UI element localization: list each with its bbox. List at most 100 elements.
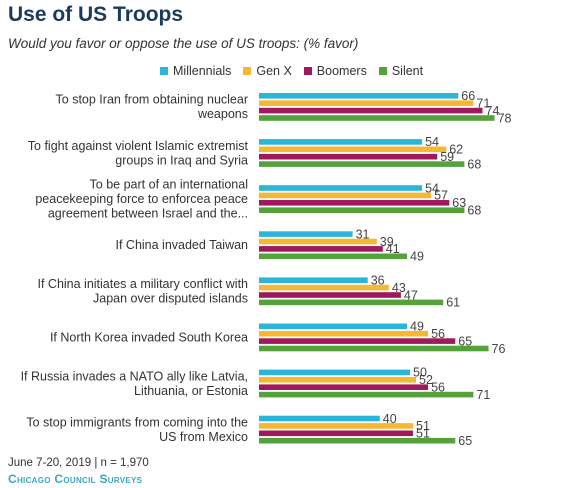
bar-boomers (259, 292, 401, 298)
data-label: 66 (461, 89, 475, 103)
legend-item-boomers: Boomers (303, 64, 367, 78)
footer-brand: Chicago Council Surveys (8, 472, 143, 486)
category-label-line: If Russia invades a NATO ally like Latvi… (21, 369, 248, 383)
bar-boomers (259, 338, 456, 344)
data-label: 39 (380, 235, 394, 249)
bar-boomers (259, 153, 438, 160)
category-label-line: Japan over disputed islands (93, 292, 248, 306)
bar-gen-x (259, 146, 447, 153)
bar-millennials (259, 231, 353, 237)
legend-label: Gen X (256, 64, 292, 78)
bar-silent (259, 299, 444, 306)
data-label: 61 (446, 296, 460, 310)
data-label: 63 (452, 196, 466, 210)
category-label: To stop Iran from obtaining nuclear weapo… (56, 93, 248, 122)
category-label: If China invaded Taiwan (116, 238, 249, 252)
data-label: 56 (431, 381, 445, 395)
data-label: 43 (392, 281, 406, 295)
bar-boomers (259, 200, 450, 206)
bar-millennials (259, 139, 423, 145)
legend-swatch (303, 67, 312, 75)
legend-label: Boomers (316, 64, 367, 78)
category-label-line: Lithuania, or Estonia (134, 384, 248, 398)
data-label: 54 (425, 135, 439, 149)
data-label: 36 (371, 274, 385, 288)
category-label: To fight against violent Islamic extremi… (28, 139, 249, 168)
bar-millennials (259, 323, 407, 330)
bar-gen-x (259, 192, 432, 199)
data-label: 51 (416, 427, 430, 441)
category-label-line: To fight against violent Islamic extremi… (28, 139, 249, 153)
chart-title: Use of US Troops (8, 3, 184, 26)
category-label-line: To stop Iran from obtaining nuclear (56, 93, 248, 107)
legend-item-millennials: Millennials (160, 64, 231, 78)
bar-boomers (259, 384, 429, 390)
category-label-line: weapons (197, 107, 248, 121)
bar-millennials (259, 369, 410, 376)
bar-silent (259, 115, 495, 121)
category-label-line: If China invaded Taiwan (116, 238, 249, 252)
bar-silent (259, 161, 465, 167)
category-label-line: If North Korea invaded South Korea (50, 330, 248, 344)
data-label: 49 (410, 320, 424, 334)
bar-boomers (259, 107, 483, 114)
category-label-line: groups in Iraq and Syria (115, 153, 248, 167)
data-label: 41 (386, 242, 400, 256)
bar-gen-x (259, 330, 429, 337)
bar-millennials (259, 415, 380, 422)
category-label-line: If China initiates a military conflict w… (38, 277, 249, 291)
legend-label: Silent (391, 64, 424, 78)
category-label-line: peacekeeping force to enforcea peace (35, 192, 248, 206)
bar-millennials (259, 277, 368, 283)
data-label: 50 (413, 366, 427, 380)
data-label: 65 (458, 434, 472, 448)
legend: Millennials Gen X Boomers Silent (160, 64, 570, 78)
category-label: If Russia invades a NATO ally like Latvi… (21, 369, 248, 398)
bar-silent (259, 391, 474, 398)
bar-gen-x (259, 377, 416, 383)
data-label: 68 (467, 204, 481, 218)
bar-gen-x (259, 238, 377, 245)
data-label: 49 (410, 250, 424, 264)
bar-boomers (259, 246, 383, 252)
legend-swatch (160, 67, 168, 75)
data-label: 74 (486, 104, 500, 118)
legend-item-gen-x: Gen X (243, 64, 292, 78)
data-label: 78 (498, 111, 512, 125)
legend-swatch (243, 67, 252, 75)
bar-silent (259, 345, 489, 352)
data-label: 76 (492, 342, 506, 356)
category-label: To stop immigrants from coming into the U… (26, 415, 248, 444)
data-label: 65 (458, 334, 472, 348)
footer-note: June 7-20, 2019 | n = 1,970 (8, 457, 149, 469)
bar-gen-x (259, 100, 474, 106)
category-label: If North Korea invaded South Korea (50, 330, 248, 344)
bar-millennials (259, 93, 459, 99)
data-label: 59 (440, 150, 454, 164)
bar-boomers (259, 430, 413, 437)
legend-swatch (378, 67, 387, 75)
data-label: 71 (476, 97, 490, 111)
category-label: To be part of an international peacekeepi… (35, 178, 248, 221)
bar-millennials (259, 185, 423, 191)
category-label: If China initiates a military conflict w… (38, 277, 249, 306)
bar-silent (259, 437, 456, 444)
data-label: 40 (383, 412, 397, 426)
data-label: 54 (425, 181, 439, 195)
legend-item-silent: Silent (378, 64, 424, 78)
data-label: 68 (467, 157, 481, 171)
category-label-line: To stop immigrants from coming into the (26, 415, 248, 429)
chart-subtitle: Would you favor or oppose the use of US … (8, 36, 359, 51)
data-label: 52 (419, 373, 433, 387)
category-label-line: To be part of an international (90, 178, 248, 192)
bar-silent (259, 207, 465, 213)
data-label: 47 (404, 288, 418, 302)
data-label: 71 (476, 388, 490, 402)
category-label-line: agreement between Israel and the... (48, 207, 248, 221)
bar-gen-x (259, 423, 413, 429)
data-label: 62 (449, 143, 463, 157)
data-label: 57 (434, 189, 448, 203)
bar-silent (259, 253, 407, 260)
data-label: 51 (416, 419, 430, 433)
